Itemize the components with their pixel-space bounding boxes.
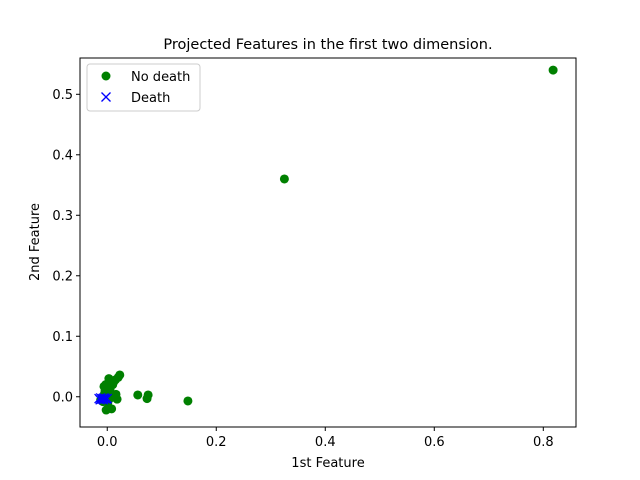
data-point-no-death — [548, 65, 558, 75]
x-tick-label: 0.0 — [97, 435, 118, 450]
legend-label-no-death: No death — [131, 70, 190, 85]
legend-marker-no-death — [101, 71, 111, 81]
data-point-no-death — [111, 389, 121, 399]
data-points — [94, 65, 558, 415]
legend: No death Death — [86, 63, 201, 112]
y-axis-ticks: 0.0 0.1 0.2 0.3 0.4 0.5 — [52, 88, 80, 405]
data-point-no-death — [142, 394, 152, 404]
y-axis-label: 2nd Feature — [28, 203, 43, 281]
x-axis-ticks: 0.0 0.2 0.4 0.6 0.8 — [97, 427, 554, 450]
plot-frame — [79, 57, 577, 428]
data-point-no-death — [133, 390, 143, 400]
y-tick-label: 0.0 — [52, 390, 73, 405]
legend-box — [86, 63, 201, 112]
x-tick-label: 0.4 — [315, 435, 336, 450]
x-tick-label: 0.8 — [533, 435, 554, 450]
y-tick-label: 0.3 — [52, 209, 73, 224]
data-point-no-death — [279, 174, 289, 184]
y-tick-label: 0.1 — [52, 330, 73, 345]
y-tick-label: 0.4 — [52, 148, 73, 163]
data-point-death — [95, 394, 106, 405]
x-tick-label: 0.6 — [424, 435, 445, 450]
y-tick-label: 0.2 — [52, 269, 73, 284]
data-point-death — [98, 394, 109, 405]
x-axis-label: 1st Feature — [291, 456, 364, 471]
data-point-no-death — [183, 396, 193, 406]
y-tick-label: 0.5 — [52, 88, 73, 103]
data-point-no-death — [99, 381, 109, 391]
chart-title: Projected Features in the first two dime… — [163, 37, 492, 53]
legend-marker-death — [101, 92, 111, 102]
x-tick-label: 0.2 — [206, 435, 227, 450]
legend-label-death: Death — [131, 91, 170, 106]
data-point-no-death — [101, 405, 111, 415]
